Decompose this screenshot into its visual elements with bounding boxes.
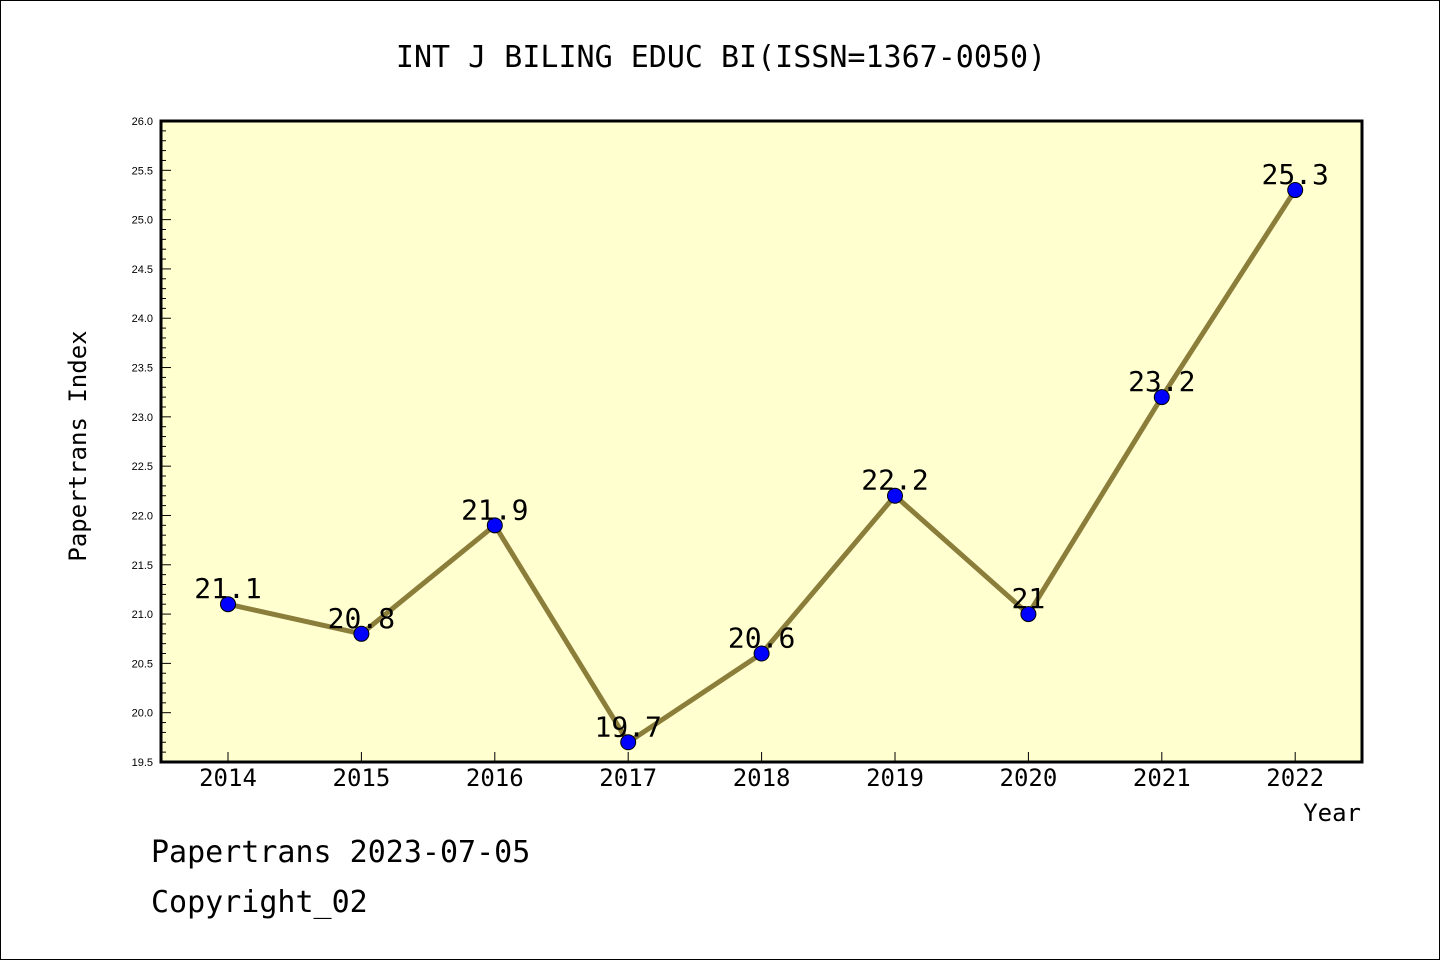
data-label: 23.2 bbox=[1128, 365, 1195, 398]
y-tick-label: 20.0 bbox=[132, 708, 153, 720]
y-tick-label: 21.5 bbox=[132, 560, 153, 572]
data-point bbox=[353, 625, 370, 642]
plot-area bbox=[159, 119, 1364, 764]
y-tick-label: 24.0 bbox=[132, 313, 153, 325]
x-axis-label: Year bbox=[1303, 799, 1361, 827]
footer-credit: Papertrans 2023-07-05 bbox=[151, 835, 531, 870]
chart-title: INT J BILING EDUC BI(ISSN=1367-0050) bbox=[396, 40, 1046, 75]
data-point bbox=[220, 596, 236, 613]
y-tick-label: 23.5 bbox=[132, 363, 153, 375]
x-tick-label: 2017 bbox=[599, 764, 657, 792]
y-tick-label: 24.5 bbox=[132, 264, 153, 276]
y-tick-label: 23.0 bbox=[132, 412, 153, 424]
data-point bbox=[887, 487, 903, 504]
y-tick-label: 20.5 bbox=[132, 658, 153, 670]
x-tick-label: 2018 bbox=[733, 764, 791, 792]
y-tick-label: 19.5 bbox=[132, 757, 153, 769]
y-tick-label: 22.0 bbox=[132, 510, 153, 522]
y-tick-label: 25.0 bbox=[132, 215, 153, 227]
data-label: 21 bbox=[1012, 582, 1046, 615]
data-label: 20.6 bbox=[728, 622, 795, 655]
data-label: 20.8 bbox=[328, 602, 395, 635]
x-tick-label: 2014 bbox=[199, 764, 257, 792]
data-point bbox=[1153, 389, 1170, 406]
y-tick-label: 25.5 bbox=[132, 165, 153, 177]
data-point bbox=[1287, 182, 1304, 199]
data-markers bbox=[220, 182, 1304, 751]
y-tick-label: 26.0 bbox=[132, 116, 153, 128]
y-tick-label: 21.0 bbox=[132, 609, 153, 621]
data-point bbox=[486, 517, 503, 534]
y-axis: 19.5 20.0 20.5 21.0 21.5 22.0 22.5 23.0 23.5 24.0… bbox=[132, 116, 171, 769]
y-tick-label: 22.5 bbox=[132, 461, 153, 473]
x-tick-label: 2019 bbox=[866, 764, 924, 792]
data-label: 19.7 bbox=[594, 710, 661, 743]
x-axis: 2014 2015 2016 2017 2018 2019 2020 2021 2022 bbox=[199, 752, 1324, 792]
data-labels: 21.1 20.8 21.9 19.7 20.6 22.2 21 23.2 25.3 bbox=[194, 158, 1329, 743]
footer-copyright: Copyright_02 bbox=[151, 885, 368, 920]
data-point bbox=[620, 734, 637, 751]
x-tick-label: 2015 bbox=[333, 764, 391, 792]
data-label: 22.2 bbox=[861, 464, 928, 497]
data-label: 21.1 bbox=[194, 572, 261, 605]
data-point bbox=[1020, 606, 1037, 623]
x-tick-label: 2022 bbox=[1266, 764, 1324, 792]
data-point bbox=[753, 645, 770, 662]
data-label: 25.3 bbox=[1261, 158, 1328, 191]
x-tick-label: 2020 bbox=[1000, 764, 1058, 792]
data-label: 21.9 bbox=[461, 493, 528, 526]
x-tick-label: 2016 bbox=[466, 764, 524, 792]
x-tick-label: 2021 bbox=[1133, 764, 1191, 792]
y-axis-label: Papertrans Index bbox=[64, 330, 92, 561]
